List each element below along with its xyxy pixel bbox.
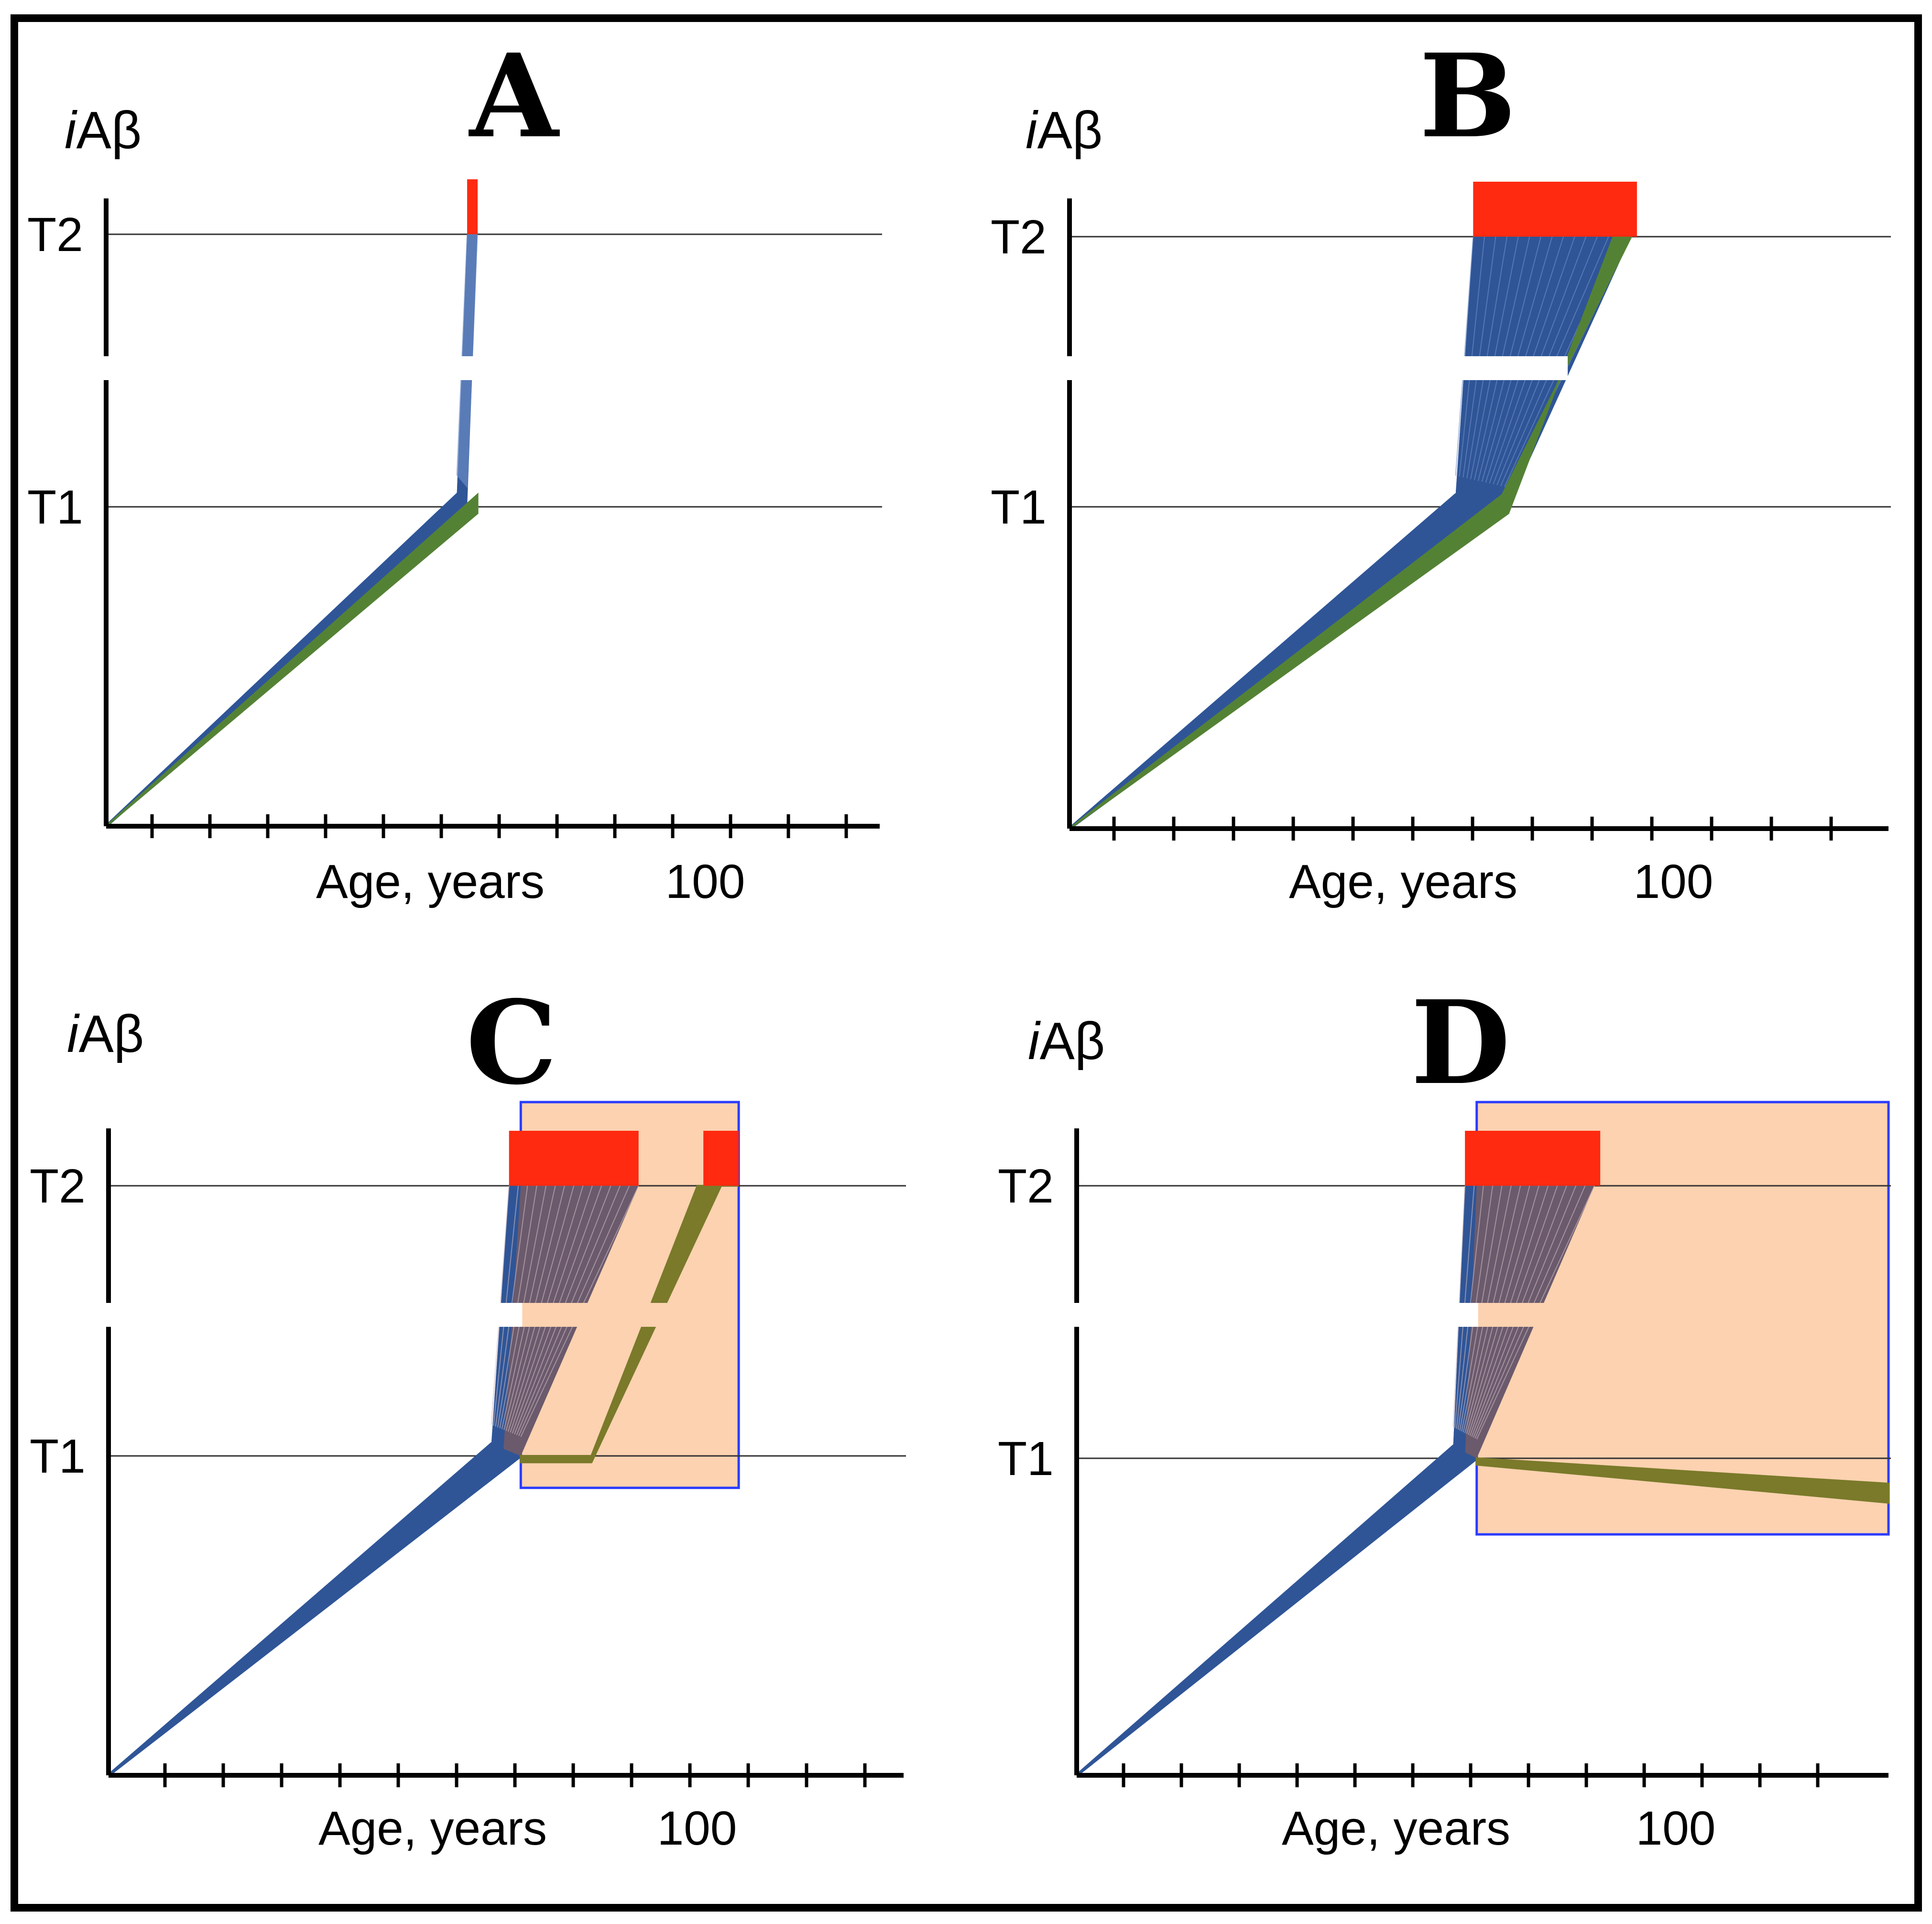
panel-letter: A (469, 29, 560, 164)
series-treated-band (1475, 1457, 1889, 1504)
y-axis-label-rest: Aβ (1039, 1012, 1105, 1071)
threshold-label-t2: T2 (998, 1159, 1054, 1213)
y-axis-label-rest: Aβ (78, 1005, 144, 1063)
x-axis-label: Age, years (1282, 1802, 1510, 1855)
axis-break-gap-window (522, 1303, 738, 1327)
panel-letter: C (466, 975, 557, 1110)
y-axis-label-italic: i (65, 101, 77, 160)
ad-zone (703, 1131, 739, 1186)
x-tick-label-100: 100 (666, 855, 745, 908)
y-axis-label-rest: Aβ (1037, 101, 1102, 160)
y-axis-label: iAβ (67, 1005, 144, 1063)
series-blue-fan-strand (457, 234, 469, 477)
series-blue-fan-strand (1455, 236, 1474, 476)
threshold-label-t2: T2 (30, 1159, 86, 1213)
y-axis-label: iAβ (1026, 101, 1102, 160)
axis-break-gap (99, 1303, 592, 1327)
threshold-label-t2: T2 (991, 210, 1047, 264)
x-tick-label-100: 100 (1634, 855, 1714, 908)
x-axis-label: Age, years (316, 855, 545, 908)
threshold-label-t1: T1 (27, 481, 83, 534)
series-blue-fan-strand (458, 234, 469, 478)
axis-break-gap (1060, 356, 1568, 380)
y-axis-label-italic: i (67, 1005, 80, 1063)
x-tick-label-100: 100 (657, 1802, 737, 1855)
axis-break-gap-window (1478, 1303, 1887, 1327)
x-tick-label-100: 100 (1636, 1802, 1716, 1855)
threshold-label-t1: T1 (998, 1432, 1054, 1486)
x-axis-label: Age, years (1289, 855, 1517, 908)
y-axis-label-rest: Aβ (76, 101, 142, 160)
y-axis-label: iAβ (65, 101, 142, 160)
axis-break-gap (97, 356, 577, 380)
ad-zone (1473, 182, 1637, 237)
panel-letter: B (1419, 29, 1517, 164)
series-blue-fan-strand (456, 234, 468, 476)
threshold-label-t1: T1 (30, 1430, 86, 1483)
y-axis-label: iAβ (1028, 1012, 1105, 1071)
x-axis-label: Age, years (318, 1802, 547, 1855)
panel-letter: D (1411, 975, 1510, 1110)
threshold-label-t1: T1 (991, 481, 1047, 534)
ad-zone (467, 179, 478, 234)
threshold-label-t2: T2 (27, 208, 83, 262)
y-axis-label-italic: i (1026, 101, 1038, 160)
ad-zone (1465, 1131, 1601, 1186)
series-green-band (105, 492, 479, 827)
ad-zone (509, 1131, 639, 1186)
y-axis-label-italic: i (1028, 1012, 1041, 1071)
